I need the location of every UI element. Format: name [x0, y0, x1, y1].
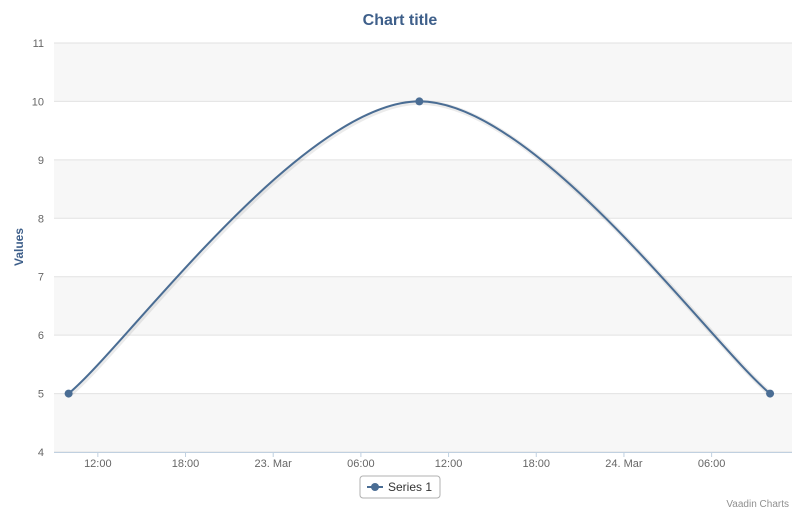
x-tick-label: 06:00 [347, 458, 375, 470]
points-layer [64, 97, 775, 398]
data-point[interactable] [64, 389, 73, 398]
y-tick-label: 5 [38, 389, 44, 401]
x-tick-label: 12:00 [435, 458, 463, 470]
credits-link[interactable]: Vaadin Charts [726, 499, 789, 510]
data-point[interactable] [766, 389, 775, 398]
y-tick-label: 9 [38, 155, 44, 167]
y-tick-label: 6 [38, 330, 44, 342]
series-line-shadow [68, 99, 773, 397]
y-tick-label: 11 [33, 38, 44, 50]
x-tick-label: 23. Mar [255, 458, 293, 470]
plot-band [54, 393, 792, 452]
plot-band [54, 276, 792, 336]
data-point[interactable] [415, 97, 424, 106]
series-line[interactable] [67, 100, 771, 395]
y-tick-label: 4 [38, 447, 44, 459]
y-axis-ticks: 4 5 6 7 8 9 10 11 [32, 38, 44, 459]
plot-band [54, 159, 792, 219]
x-tick-label: 06:00 [698, 458, 726, 470]
x-axis-ticks: 12:00 18:00 23. Mar 06:00 12:00 18:00 24. Mar 0… [54, 452, 792, 470]
legend[interactable]: Series 1 [359, 475, 441, 499]
x-tick-label: 24. Mar [605, 458, 643, 470]
y-tick-label: 8 [38, 213, 44, 225]
legend-box[interactable] [359, 475, 441, 499]
x-tick-label: 18:00 [522, 458, 550, 470]
plot-band [54, 43, 792, 102]
y-tick-label: 10 [32, 96, 44, 108]
chart-title: Chart title [363, 12, 438, 29]
x-tick-label: 18:00 [172, 458, 200, 470]
legend-series-marker-icon [371, 483, 379, 491]
y-axis-title: Values [12, 228, 26, 266]
y-tick-label: 7 [38, 272, 44, 284]
legend-series-label[interactable]: Series 1 [388, 480, 432, 494]
series-layer [67, 99, 773, 397]
x-tick-label: 12:00 [84, 458, 112, 470]
